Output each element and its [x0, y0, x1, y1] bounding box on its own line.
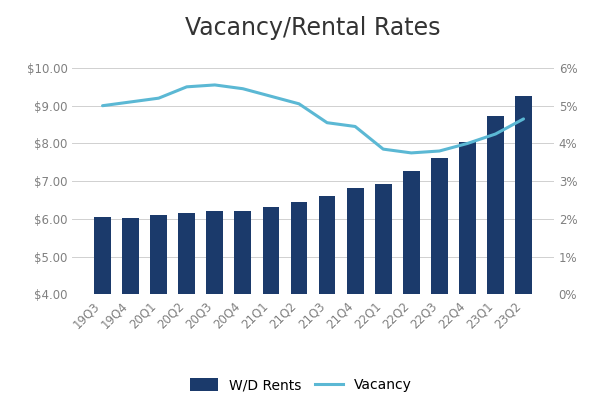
Bar [459, 142, 476, 294]
Bar [150, 215, 167, 294]
Vacancy [296, 101, 303, 106]
Bar [262, 207, 279, 294]
Bar [515, 96, 532, 294]
Bar [206, 211, 223, 294]
Vacancy [352, 124, 359, 129]
Bar [347, 188, 364, 294]
Bar [122, 218, 139, 294]
Vacancy [380, 147, 387, 152]
Vacancy [464, 141, 471, 146]
Vacancy [183, 84, 190, 89]
Vacancy [239, 86, 246, 91]
Vacancy [408, 151, 415, 155]
Vacancy [267, 94, 275, 99]
Bar [234, 211, 251, 294]
Bar [375, 184, 392, 294]
Vacancy [436, 148, 443, 153]
Legend: W/D Rents, Vacancy: W/D Rents, Vacancy [184, 373, 418, 398]
Bar [431, 158, 448, 294]
Bar [178, 213, 195, 294]
Vacancy [211, 83, 219, 88]
Vacancy [492, 132, 499, 137]
Vacancy [520, 117, 527, 121]
Title: Vacancy/Rental Rates: Vacancy/Rental Rates [185, 16, 441, 40]
Bar [291, 202, 308, 294]
Vacancy [127, 99, 134, 104]
Vacancy [323, 120, 330, 125]
Bar [318, 196, 335, 294]
Bar [94, 217, 111, 294]
Line: Vacancy: Vacancy [102, 85, 524, 153]
Bar [487, 116, 504, 294]
Vacancy [155, 96, 163, 101]
Bar [403, 171, 420, 294]
Vacancy [99, 103, 106, 108]
